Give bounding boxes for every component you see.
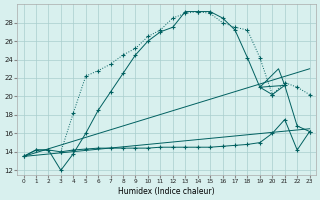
X-axis label: Humidex (Indice chaleur): Humidex (Indice chaleur) [118, 187, 215, 196]
